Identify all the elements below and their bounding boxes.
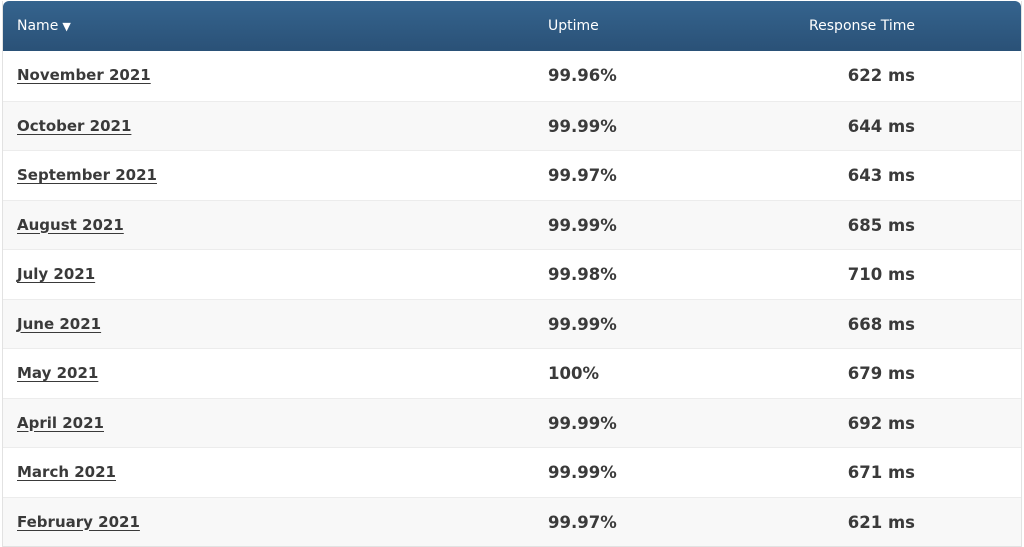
month-cell: October 2021 bbox=[17, 102, 131, 151]
response-time-value: 668 ms bbox=[847, 314, 915, 334]
column-header-uptime: Uptime bbox=[548, 18, 599, 34]
month-link[interactable]: March 2021 bbox=[17, 463, 116, 481]
response-time-value: 621 ms bbox=[847, 512, 915, 532]
month-cell: September 2021 bbox=[17, 151, 157, 200]
uptime-value: 99.99% bbox=[548, 314, 617, 334]
month-link[interactable]: August 2021 bbox=[17, 215, 124, 234]
month-cell: March 2021 bbox=[17, 448, 116, 497]
uptime-value: 99.99% bbox=[548, 215, 617, 235]
table-row: March 2021 99.99% 671 ms bbox=[3, 447, 1021, 497]
uptime-value: 100% bbox=[548, 364, 599, 383]
month-cell: May 2021 bbox=[17, 349, 98, 398]
uptime-value: 99.96% bbox=[548, 66, 617, 85]
month-link[interactable]: September 2021 bbox=[17, 166, 157, 184]
uptime-value: 99.99% bbox=[548, 116, 617, 136]
table-row: June 2021 99.99% 668 ms bbox=[3, 298, 1021, 349]
response-time-value: 710 ms bbox=[847, 265, 915, 284]
month-link[interactable]: October 2021 bbox=[17, 116, 132, 135]
table-row: May 2021 100% 679 ms bbox=[3, 348, 1021, 398]
month-cell: July 2021 bbox=[17, 250, 95, 299]
table-row: February 2021 99.97% 621 ms bbox=[3, 496, 1021, 547]
uptime-value: 99.97% bbox=[548, 166, 617, 185]
table-header: Name ▼ Uptime Response Time bbox=[3, 1, 1021, 51]
table-row: November 2021 99.96% 622 ms bbox=[3, 51, 1021, 101]
table-body: November 2021 99.96% 622 ms October 2021… bbox=[3, 51, 1021, 546]
uptime-value: 99.97% bbox=[548, 512, 617, 532]
response-time-value: 692 ms bbox=[847, 413, 915, 433]
response-time-value: 671 ms bbox=[847, 463, 915, 482]
month-link[interactable]: May 2021 bbox=[17, 364, 99, 382]
month-cell: April 2021 bbox=[17, 399, 104, 448]
uptime-value: 99.99% bbox=[548, 463, 617, 482]
response-time-value: 643 ms bbox=[847, 166, 915, 185]
response-time-value: 644 ms bbox=[847, 116, 915, 136]
response-time-value: 622 ms bbox=[847, 66, 915, 85]
table-row: April 2021 99.99% 692 ms bbox=[3, 397, 1021, 448]
month-cell: February 2021 bbox=[17, 498, 140, 547]
table-row: September 2021 99.97% 643 ms bbox=[3, 150, 1021, 200]
uptime-value: 99.99% bbox=[548, 413, 617, 433]
month-link[interactable]: November 2021 bbox=[17, 66, 151, 84]
month-link[interactable]: February 2021 bbox=[17, 512, 140, 531]
response-time-value: 685 ms bbox=[847, 215, 915, 235]
month-link[interactable]: July 2021 bbox=[17, 265, 96, 283]
response-time-value: 679 ms bbox=[847, 364, 915, 383]
month-link[interactable]: April 2021 bbox=[17, 413, 104, 432]
column-header-response-time: Response Time bbox=[809, 18, 915, 34]
table-row: October 2021 99.99% 644 ms bbox=[3, 100, 1021, 151]
uptime-value: 99.98% bbox=[548, 265, 617, 284]
month-cell: June 2021 bbox=[17, 300, 101, 349]
month-cell: November 2021 bbox=[17, 51, 151, 100]
table-row: July 2021 99.98% 710 ms bbox=[3, 249, 1021, 299]
table-row: August 2021 99.99% 685 ms bbox=[3, 199, 1021, 250]
month-cell: August 2021 bbox=[17, 201, 124, 250]
column-header-name[interactable]: Name ▼ bbox=[17, 1, 71, 51]
sort-descending-icon: ▼ bbox=[62, 20, 71, 33]
column-header-name-label: Name bbox=[17, 18, 59, 34]
month-link[interactable]: June 2021 bbox=[17, 314, 102, 333]
